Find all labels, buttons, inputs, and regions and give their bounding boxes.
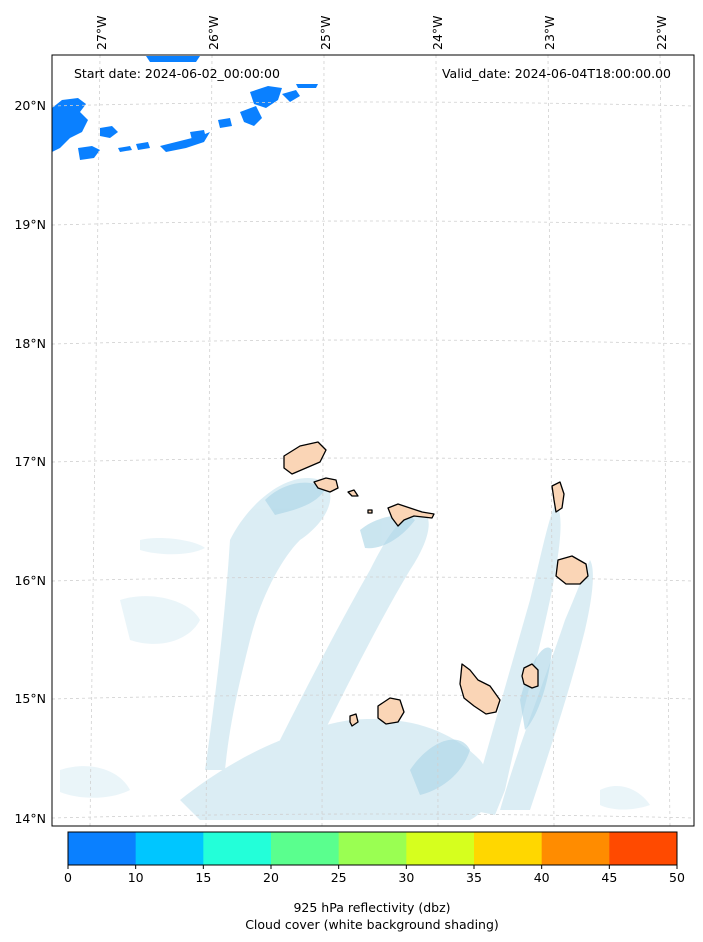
- start-date-label: Start date: 2024-06-02_00:00:00: [74, 66, 280, 81]
- island-santiago: [459, 663, 501, 715]
- island-santo-antao: [283, 441, 327, 475]
- lat-tick-14n: 14°N: [14, 811, 46, 826]
- lon-tick-27w: 27°W: [94, 15, 109, 50]
- island-branco: [367, 509, 373, 514]
- colorbar-segment-5: [406, 832, 475, 865]
- islands: [283, 441, 589, 727]
- island-fogo: [377, 697, 405, 725]
- colorbar-tick-label-1: 10: [128, 870, 144, 885]
- colorbar-segment-6: [474, 832, 543, 865]
- lon-tick-26w: 26°W: [206, 15, 221, 50]
- island-maio: [521, 663, 539, 689]
- colorbar-tick-label-0: 0: [64, 870, 72, 885]
- map-background: [52, 55, 694, 826]
- colorbar: 0 10 15 20 25 30 35 40 45 50 925 hPa reflectivity…: [64, 831, 685, 932]
- island-boa-vista: [555, 555, 589, 585]
- colorbar-tick-label-8: 45: [601, 870, 617, 885]
- gridlines: [51, 54, 695, 827]
- colorbar-tick-label-3: 20: [263, 870, 279, 885]
- lat-tick-16n: 16°N: [14, 573, 46, 588]
- lon-tick-25w: 25°W: [318, 15, 333, 50]
- island-brava: [349, 713, 359, 727]
- colorbar-segment-3: [271, 832, 340, 865]
- cloud-cover-core: [265, 482, 552, 795]
- lat-tick-17n: 17°N: [14, 454, 46, 469]
- island-sao-nicolau: [387, 503, 435, 527]
- longitude-tick-labels: 27°W 26°W 25°W 24°W 23°W 22°W: [94, 15, 669, 50]
- colorbar-segment-2: [203, 832, 272, 865]
- lon-tick-22w: 22°W: [654, 15, 669, 50]
- colorbar-segment-8: [609, 832, 678, 865]
- colorbar-label-line1: 925 hPa reflectivity (dbz): [293, 900, 450, 915]
- colorbar-tick-label-7: 40: [534, 870, 550, 885]
- lon-tick-23w: 23°W: [542, 15, 557, 50]
- colorbar-segment-0: [68, 832, 137, 865]
- colorbar-ticks: 0 10 15 20 25 30 35 40 45 50: [64, 865, 685, 885]
- colorbar-label-line2: Cloud cover (white background shading): [245, 917, 499, 932]
- colorbar-tick-label-9: 50: [669, 870, 685, 885]
- colorbar-tick-label-6: 35: [466, 870, 482, 885]
- colorbar-segment-7: [541, 832, 610, 865]
- lon-tick-24w: 24°W: [430, 15, 445, 50]
- lat-tick-19n: 19°N: [14, 217, 46, 232]
- valid-date-label: Valid_date: 2024-06-04T18:00:00.00: [442, 66, 671, 81]
- colorbar-segments: [68, 832, 678, 865]
- colorbar-segment-4: [338, 832, 407, 865]
- map-frame: [51, 54, 695, 827]
- colorbar-tick-label-4: 25: [331, 870, 347, 885]
- island-sal: [551, 481, 565, 513]
- island-santa-luzia: [347, 489, 359, 497]
- colorbar-tick-label-2: 15: [195, 870, 211, 885]
- colorbar-segment-1: [135, 832, 204, 865]
- colorbar-tick-label-5: 30: [398, 870, 414, 885]
- island-sao-vicente: [313, 477, 339, 493]
- lat-tick-15n: 15°N: [14, 691, 46, 706]
- lat-tick-18n: 18°N: [14, 336, 46, 351]
- cloud-cover-shading: [60, 478, 650, 820]
- colorbar-frame: [67, 831, 678, 866]
- lat-tick-20n: 20°N: [14, 98, 46, 113]
- latitude-tick-labels: 20°N 19°N 18°N 17°N 16°N 15°N 14°N: [14, 98, 46, 826]
